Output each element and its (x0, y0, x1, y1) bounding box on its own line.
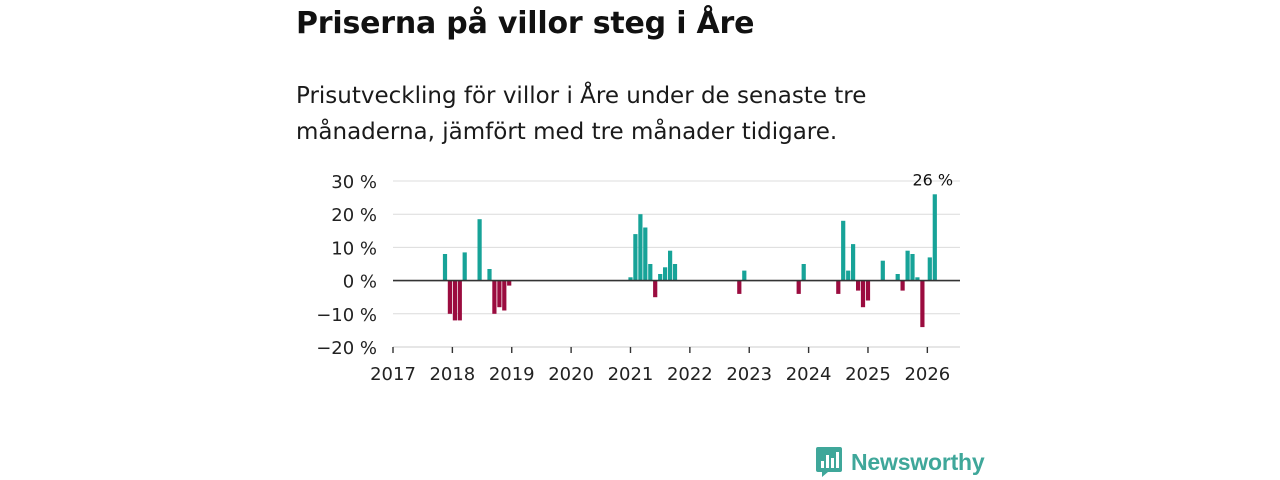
y-tick-label: 10 % (331, 238, 377, 259)
bar (915, 277, 920, 281)
bar (658, 274, 663, 281)
bar (895, 274, 900, 281)
x-tick-label: 2022 (667, 364, 713, 385)
bar (638, 214, 643, 281)
x-tick-label: 2024 (786, 364, 832, 385)
bar (801, 264, 806, 281)
y-tick-label: 30 % (331, 172, 377, 193)
bar (851, 244, 856, 281)
bar (668, 250, 673, 281)
x-tick-label: 2018 (429, 364, 475, 385)
bar (920, 280, 925, 328)
bar (846, 270, 851, 281)
bar (628, 277, 633, 281)
x-tick-label: 2020 (548, 364, 594, 385)
bar (487, 269, 492, 281)
x-tick-label: 2023 (726, 364, 772, 385)
bar (672, 264, 678, 281)
x-tick-label: 2019 (489, 364, 535, 385)
brand-name: Newsworthy (851, 448, 985, 475)
bar (905, 250, 910, 281)
bar (856, 280, 861, 291)
bar (442, 254, 448, 281)
bar (492, 280, 497, 314)
bar (836, 280, 841, 294)
bar (502, 280, 507, 311)
y-tick-label: 20 % (331, 205, 377, 226)
chart-title: Priserna på villor steg i Åre (296, 6, 755, 41)
labels: 30 % 20 % 10 % 0 % −10 % −20 % 2017 2018 2019 202… (316, 170, 953, 385)
bar (643, 227, 648, 281)
bar (648, 264, 653, 281)
x-tick-label: 2017 (370, 364, 416, 385)
x-tick-label: 2021 (608, 364, 654, 385)
bar (927, 257, 932, 281)
bar (452, 280, 457, 321)
bar (932, 194, 937, 281)
bar (900, 280, 905, 291)
bar (737, 280, 742, 294)
x-tick-label: 2025 (845, 364, 891, 385)
x-tick-label: 2026 (904, 364, 950, 385)
bar (880, 260, 885, 281)
bar (910, 254, 915, 281)
bar (457, 280, 462, 321)
bar (860, 280, 866, 308)
bar (841, 220, 846, 281)
bar (497, 280, 502, 308)
chart-subtitle: Prisutveckling för villor i Åre under de… (296, 83, 867, 145)
bar (865, 280, 871, 301)
bar (653, 280, 658, 298)
bar (742, 270, 747, 281)
newsworthy-logo-icon (816, 447, 842, 477)
bar (477, 219, 482, 281)
annotation-label: 26 % (912, 170, 953, 189)
bar (462, 252, 467, 281)
y-tick-label: −10 % (316, 305, 377, 326)
bar (663, 267, 668, 281)
y-tick-label: −20 % (316, 338, 377, 359)
bars (442, 194, 937, 328)
axes (392, 279, 960, 353)
bar (507, 280, 512, 286)
y-tick-label: 0 % (343, 272, 377, 293)
bar (447, 280, 452, 314)
bar (796, 280, 801, 294)
brand-logo: Newsworthy (815, 446, 985, 478)
bar (633, 234, 638, 281)
